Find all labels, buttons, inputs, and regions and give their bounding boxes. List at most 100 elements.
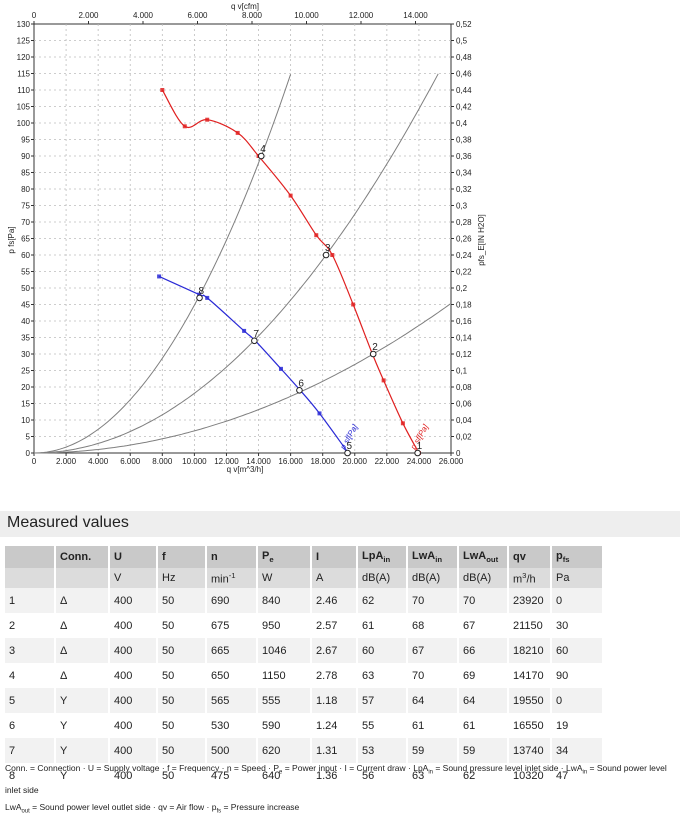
unit-cell (5, 568, 56, 588)
y2-tick-label: 0,4 (456, 119, 468, 128)
y2-tick-label: 0,24 (456, 251, 472, 260)
table-cell: 0 (551, 688, 604, 713)
table-cell: Y (55, 763, 110, 788)
operating-point (369, 350, 377, 358)
table-row: 5 Y 400 50 565 555 1.18 57 64 64 19550 0 (5, 688, 604, 713)
x-tick-label: 10.000 (182, 457, 207, 466)
system-curve (34, 73, 439, 454)
y-tick-label: 125 (17, 37, 31, 46)
curve-marker (182, 124, 187, 129)
table-cell: 50 (157, 713, 207, 738)
operating-point-label: 3 (325, 243, 331, 254)
unit-cell: dB(A) (407, 568, 459, 588)
curve-marker (157, 274, 162, 279)
table-cell: 650 (206, 663, 258, 688)
table-cell: 620 (257, 738, 312, 763)
y2-tick-label: 0,26 (456, 235, 472, 244)
table-cell: 16550 (508, 713, 552, 738)
x-tick-label: 6.000 (120, 457, 141, 466)
table-cell: 55 (357, 713, 408, 738)
table-cell: 530 (206, 713, 258, 738)
table-cell: 690 (206, 588, 258, 613)
table-cell: 675 (206, 613, 258, 638)
system-curve (34, 302, 452, 454)
table-cell: 57 (357, 688, 408, 713)
table-body: 1 Δ 400 50 690 840 2.46 62 70 70 23920 0 2 Δ 400 50 675 9… (5, 588, 604, 788)
table-cell: Δ (55, 613, 110, 638)
table-cell: 590 (257, 713, 312, 738)
curve-marker (205, 117, 210, 122)
table-cell: 400 (109, 663, 158, 688)
y-tick-label: 10 (21, 416, 30, 425)
column-header: f (157, 546, 207, 568)
x-tick-label: 0 (32, 457, 37, 466)
table-cell: 56 (357, 763, 408, 788)
table-cell: 50 (157, 613, 207, 638)
table-row: 1 Δ 400 50 690 840 2.46 62 70 70 23920 0 (5, 588, 604, 613)
table-cell: 59 (407, 738, 459, 763)
x-axis-title: q v[m^3/h] (227, 465, 264, 474)
table-cell: 70 (407, 663, 459, 688)
y2-tick-label: 0,22 (456, 268, 472, 277)
table-cell: 59 (458, 738, 509, 763)
unit-cell: dB(A) (357, 568, 408, 588)
operating-point (196, 294, 203, 302)
curve-marker (317, 411, 322, 416)
plot-area (33, 23, 452, 454)
table-cell: 8 (5, 763, 56, 788)
table-cell: 67 (458, 613, 509, 638)
table-cell: Δ (55, 663, 110, 688)
curve-marker (381, 378, 386, 383)
table-cell: 62 (357, 588, 408, 613)
curve-marker (160, 88, 165, 92)
curve-marker (278, 366, 283, 371)
table-cell: 66 (458, 638, 509, 663)
table-cell: 4 (5, 663, 56, 688)
unit-cell: V (109, 568, 158, 588)
table-cell: 2 (5, 613, 56, 638)
y2-tick-label: 0,16 (456, 317, 472, 326)
table-cell: 53 (357, 738, 408, 763)
operating-point-label: 1 (417, 441, 423, 452)
x-tick-label: 26.000 (439, 457, 464, 466)
y2-tick-label: 0,32 (456, 185, 472, 194)
table-cell: 70 (458, 588, 509, 613)
unit-cell: m3/h (508, 568, 552, 588)
table-cell: 10320 (508, 763, 552, 788)
y-tick-label: 0 (26, 449, 31, 458)
unit-cell: A (311, 568, 358, 588)
column-header: n (206, 546, 258, 568)
y2-tick-label: 0,08 (456, 383, 472, 392)
y2-tick-label: 0,44 (456, 86, 472, 95)
x-tick-label: 8.000 (152, 457, 173, 466)
y-tick-label: 95 (21, 136, 30, 145)
y2-tick-label: 0,42 (456, 103, 472, 112)
table-cell: 63 (407, 763, 459, 788)
table-cell: 400 (109, 763, 158, 788)
y2-tick-label: 0,02 (456, 433, 472, 442)
curve-marker (400, 421, 405, 426)
x-tick-label: 16.000 (278, 457, 303, 466)
table-cell: 400 (109, 688, 158, 713)
operating-point (257, 152, 265, 160)
operating-point (251, 337, 258, 345)
table-cell: 1150 (257, 663, 312, 688)
y2-tick-label: 0,1 (456, 367, 468, 376)
y-tick-label: 35 (21, 334, 30, 343)
table-cell: 67 (407, 638, 459, 663)
curve-marker (197, 292, 202, 297)
y2-tick-label: 0,06 (456, 400, 472, 409)
unit-cell: dB(A) (458, 568, 509, 588)
y-tick-label: 110 (17, 86, 30, 95)
y2-tick-label: 0,18 (456, 301, 472, 310)
y-tick-label: 40 (21, 317, 30, 326)
column-header: Conn. (55, 546, 110, 568)
x-tick-label: 12.000 (214, 457, 239, 466)
table-cell: 475 (206, 763, 258, 788)
table-cell: 13740 (508, 738, 552, 763)
table-cell: 61 (407, 713, 459, 738)
x2-tick-label: 8.000 (242, 11, 263, 20)
table-cell: 0 (551, 588, 604, 613)
table-row: 6 Y 400 50 530 590 1.24 55 61 61 16550 19 (5, 713, 604, 738)
